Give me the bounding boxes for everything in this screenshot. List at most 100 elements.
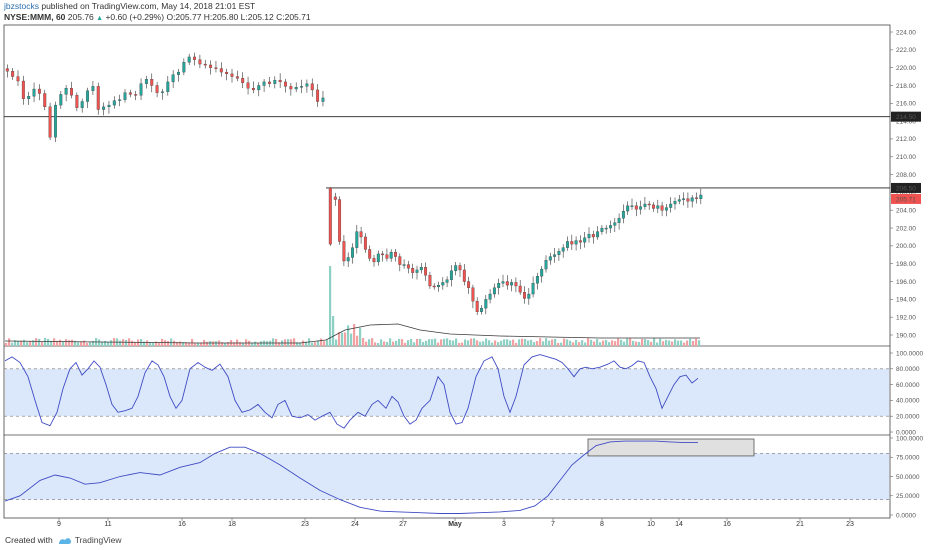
candle-session-1-body [27, 96, 31, 99]
date-tick-label: 8 [600, 521, 604, 528]
volume-bar [545, 338, 548, 346]
osc-tick-label: 75.0000 [896, 455, 920, 462]
volume-bar [509, 340, 512, 346]
volume-bar [227, 342, 230, 346]
date-tick-label: 27 [399, 521, 407, 528]
volume-bar [596, 339, 599, 346]
candle-session-2-body [368, 249, 372, 259]
published-text: published on TradingView.com, May 14, 20… [41, 1, 256, 11]
stoch-tick-label: 60.0000 [896, 382, 920, 389]
candle-session-2-body [359, 231, 363, 238]
volume-bar [194, 342, 197, 346]
volume-bar [560, 342, 563, 346]
volume-bar [47, 338, 50, 346]
stoch-tick-label: 0.0000 [896, 429, 916, 436]
volume-bar [575, 339, 578, 346]
volume-bar [350, 333, 353, 346]
volume-ma-line [4, 323, 700, 344]
candle-session-1-body [21, 80, 25, 99]
volume-bar [482, 341, 485, 346]
volume-bar [629, 338, 632, 346]
volume-bar [566, 339, 569, 346]
volume-bar [698, 340, 701, 346]
candle-session-2-body [604, 227, 608, 230]
volume-bar [692, 341, 695, 346]
volume-bar [299, 342, 302, 346]
volume-bar [134, 341, 137, 346]
volume-bar [524, 338, 527, 346]
osc-tick-label: 50.0000 [896, 474, 920, 481]
candle-session-1-body [235, 76, 239, 79]
volume-bar [485, 338, 488, 346]
osc-highlight-box [587, 438, 755, 457]
candle-session-1-body [219, 68, 223, 73]
volume-bar [554, 338, 557, 346]
candle-session-2-body [664, 207, 668, 211]
volume-bar [437, 342, 440, 346]
candle-session-2-body [458, 265, 462, 271]
candle-session-1-body [134, 94, 138, 96]
tradingview-brand[interactable]: TradingView [58, 535, 122, 545]
volume-bar [56, 340, 59, 346]
gap-candle-body [328, 187, 332, 245]
price-tick-label: 220.00 [896, 65, 916, 72]
volume-bar [380, 339, 383, 346]
candle-session-2-body [419, 267, 423, 271]
volume-bar [476, 340, 479, 346]
volume-bar [422, 342, 425, 346]
candle-session-1-body [262, 81, 266, 86]
candle-session-2-body [363, 236, 367, 250]
volume-bar [521, 338, 524, 346]
candle-session-2-body [596, 231, 600, 238]
date-tick-label: 9 [57, 521, 61, 528]
volume-bar [551, 339, 554, 346]
last-price: 205.76 [67, 12, 94, 22]
volume-bar [602, 340, 605, 346]
volume-bar [26, 342, 29, 346]
volume-bar [32, 340, 35, 346]
author-name[interactable]: jbzstocks [4, 1, 39, 11]
volume-bar [563, 338, 566, 346]
volume-bar [413, 342, 416, 346]
candle-session-2-body [647, 203, 651, 206]
osc-band [5, 453, 889, 500]
date-tick-label: 3 [502, 521, 506, 528]
candle-session-2-body [531, 283, 535, 295]
volume-bar [251, 342, 254, 346]
volume-bar [197, 342, 200, 346]
volume-bar [23, 339, 26, 346]
candle-session-1-body [32, 88, 36, 97]
candle-session-2-body [346, 257, 350, 262]
volume-bar [8, 338, 11, 346]
candle-session-1-body [123, 92, 127, 100]
candle-session-2-body [372, 258, 376, 263]
volume-bar [665, 339, 668, 346]
volume-bar [188, 342, 191, 346]
candle-session-1-body [11, 71, 15, 77]
volume-bar [374, 342, 377, 346]
volume-bar [164, 340, 167, 346]
candle-session-2-body [578, 240, 582, 243]
candle-session-2-body [583, 237, 587, 243]
volume-bar [626, 338, 629, 346]
volume-bar [155, 341, 158, 346]
candle-session-1-body [209, 64, 213, 68]
candle-session-2-body [514, 282, 518, 287]
volume-bar [5, 343, 8, 346]
candle-session-2-body [682, 198, 686, 200]
volume-bar [44, 338, 47, 346]
candle-session-2-body [617, 218, 621, 223]
volume-bar [695, 338, 698, 346]
date-tick-label: 24 [351, 521, 359, 528]
volume-bar [464, 339, 467, 346]
volume-bar [443, 338, 446, 346]
candle-session-1-body [37, 88, 41, 94]
volume-bar [533, 342, 536, 346]
volume-bar [584, 342, 587, 346]
candle-session-2-body [415, 269, 419, 273]
volume-bar [314, 342, 317, 346]
volume-bar [368, 339, 371, 346]
candle-session-2-body [462, 269, 466, 282]
candle-session-1-body [96, 86, 100, 110]
